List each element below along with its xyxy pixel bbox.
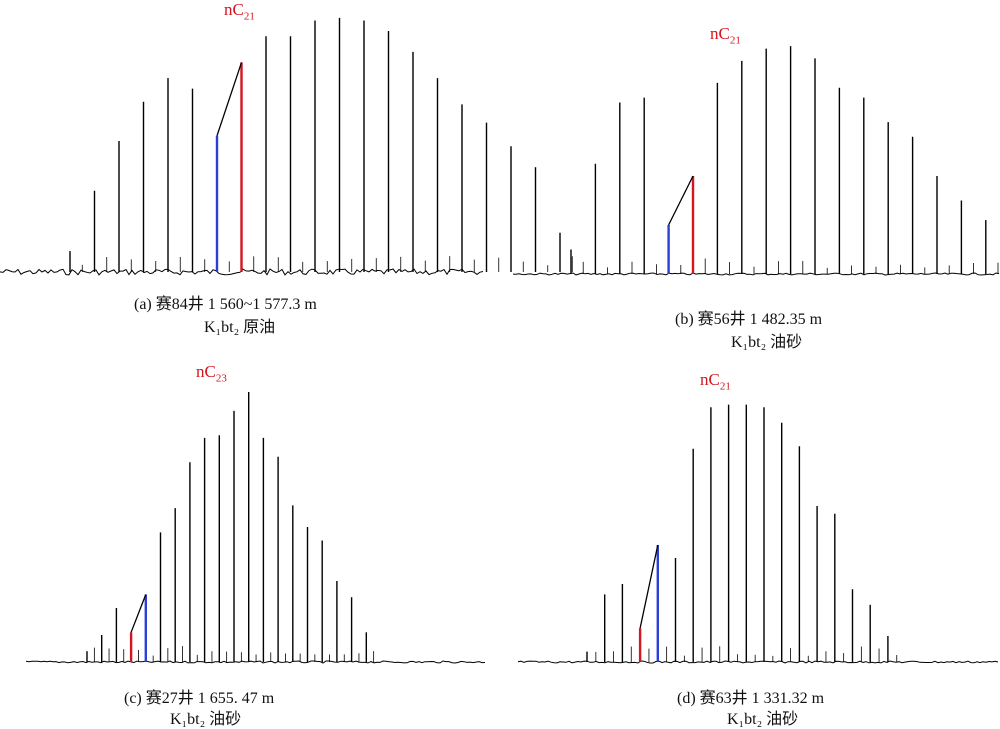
caption-c-line1: (c) 赛27井 1 655. 47 m [124, 690, 275, 707]
ratio-connector-d [639, 544, 659, 629]
caption-a-line2: K₁bt₂ 原油 [204, 319, 276, 336]
caption-b-line1: (b) 赛56井 1 482.35 m [675, 311, 823, 328]
peak-label-b: nC21 [710, 24, 741, 47]
ratio-connector-b [668, 175, 694, 226]
peak-label-c: nC23 [196, 362, 227, 385]
baseline-b [512, 272, 1000, 276]
baseline-d [517, 660, 999, 664]
peak-label-d: nC21 [700, 370, 731, 393]
caption-a-line1: (a) 赛84井 1 560~1 577.3 m [134, 296, 317, 313]
peak-label-a: nC21 [224, 0, 255, 23]
baseline-c [25, 660, 486, 664]
caption-b-line2: K₁bt₂ 油砂 [731, 334, 803, 351]
ratio-connector-c [130, 594, 147, 633]
ratio-connector-a [216, 62, 243, 136]
caption-d-line2: K₁bt₂ 油砂 [727, 711, 799, 728]
caption-c-line2: K₁bt₂ 油砂 [170, 711, 242, 728]
caption-d-line1: (d) 赛63井 1 331.32 m [677, 690, 825, 707]
